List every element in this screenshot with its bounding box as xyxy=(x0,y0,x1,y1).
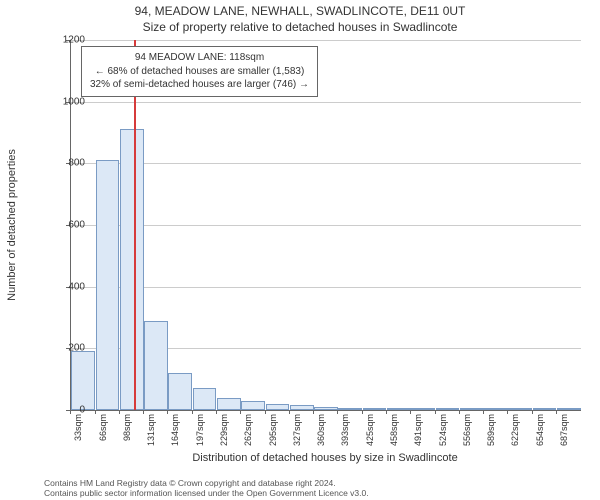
x-tick-label: 295sqm xyxy=(268,414,278,454)
x-tick-mark xyxy=(556,410,557,414)
x-tick-label: 229sqm xyxy=(219,414,229,454)
x-tick-mark xyxy=(362,410,363,414)
x-tick-label: 360sqm xyxy=(316,414,326,454)
annotation-box: 94 MEADOW LANE: 118sqm ← 68% of detached… xyxy=(81,46,318,97)
histogram-bar xyxy=(460,408,484,410)
x-tick-mark xyxy=(70,410,71,414)
histogram-bar xyxy=(484,408,508,410)
x-tick-mark xyxy=(119,410,120,414)
x-tick-label: 131sqm xyxy=(146,414,156,454)
histogram-bar xyxy=(71,351,95,410)
histogram-bar xyxy=(120,129,144,410)
histogram-bar xyxy=(217,398,241,410)
histogram-bar xyxy=(557,408,581,410)
chart-title-line1: 94, MEADOW LANE, NEWHALL, SWADLINCOTE, D… xyxy=(0,4,600,18)
histogram-bar xyxy=(144,321,168,410)
y-gridline xyxy=(71,287,581,288)
y-gridline xyxy=(71,102,581,103)
x-tick-label: 491sqm xyxy=(413,414,423,454)
y-tick-label: 200 xyxy=(45,343,85,354)
y-gridline xyxy=(71,40,581,41)
histogram-bar xyxy=(387,408,411,410)
histogram-bar xyxy=(168,373,192,410)
x-tick-mark xyxy=(337,410,338,414)
x-tick-mark xyxy=(143,410,144,414)
x-tick-label: 327sqm xyxy=(292,414,302,454)
histogram-bar xyxy=(436,408,460,410)
histogram-bar xyxy=(533,408,557,410)
footer-line2: Contains public sector information licen… xyxy=(44,488,590,498)
chart-title-line2: Size of property relative to detached ho… xyxy=(0,20,600,34)
footer-attribution: Contains HM Land Registry data © Crown c… xyxy=(44,478,590,498)
x-tick-label: 589sqm xyxy=(486,414,496,454)
x-tick-label: 262sqm xyxy=(243,414,253,454)
x-tick-label: 425sqm xyxy=(365,414,375,454)
histogram-bar xyxy=(508,408,532,410)
x-tick-mark xyxy=(435,410,436,414)
x-tick-label: 687sqm xyxy=(559,414,569,454)
x-tick-mark xyxy=(459,410,460,414)
y-tick-label: 400 xyxy=(45,281,85,292)
y-tick-label: 1200 xyxy=(45,35,85,46)
y-gridline xyxy=(71,163,581,164)
x-tick-mark xyxy=(167,410,168,414)
y-axis-label: Number of detached properties xyxy=(6,149,18,301)
annotation-line1: 94 MEADOW LANE: 118sqm xyxy=(90,51,309,65)
histogram-bar xyxy=(266,404,290,410)
x-tick-mark xyxy=(216,410,217,414)
x-tick-label: 654sqm xyxy=(535,414,545,454)
histogram-bar xyxy=(338,408,362,410)
x-tick-mark xyxy=(410,410,411,414)
histogram-bar xyxy=(363,408,387,410)
histogram-bar xyxy=(411,408,435,410)
y-tick-label: 600 xyxy=(45,220,85,231)
x-tick-mark xyxy=(95,410,96,414)
annotation-line3: 32% of semi-detached houses are larger (… xyxy=(90,78,309,92)
y-gridline xyxy=(71,225,581,226)
x-tick-mark xyxy=(507,410,508,414)
plot-area: 94 MEADOW LANE: 118sqm ← 68% of detached… xyxy=(70,40,581,411)
y-tick-label: 800 xyxy=(45,158,85,169)
histogram-bar xyxy=(241,401,265,410)
annotation-line2: ← 68% of detached houses are smaller (1,… xyxy=(90,65,309,79)
x-tick-mark xyxy=(265,410,266,414)
x-tick-label: 556sqm xyxy=(462,414,472,454)
x-tick-label: 66sqm xyxy=(98,414,108,454)
x-tick-mark xyxy=(532,410,533,414)
x-tick-label: 622sqm xyxy=(510,414,520,454)
histogram-bar xyxy=(193,388,217,410)
x-tick-label: 458sqm xyxy=(389,414,399,454)
x-tick-mark xyxy=(483,410,484,414)
x-tick-mark xyxy=(289,410,290,414)
y-tick-label: 1000 xyxy=(45,96,85,107)
x-tick-label: 197sqm xyxy=(195,414,205,454)
x-tick-mark xyxy=(386,410,387,414)
x-tick-label: 393sqm xyxy=(340,414,350,454)
x-tick-label: 33sqm xyxy=(73,414,83,454)
chart-container: 94, MEADOW LANE, NEWHALL, SWADLINCOTE, D… xyxy=(0,0,600,500)
x-tick-label: 164sqm xyxy=(170,414,180,454)
x-tick-mark xyxy=(240,410,241,414)
histogram-bar xyxy=(314,407,338,410)
x-tick-label: 98sqm xyxy=(122,414,132,454)
x-tick-mark xyxy=(313,410,314,414)
histogram-bar xyxy=(290,405,314,410)
x-tick-mark xyxy=(192,410,193,414)
footer-line1: Contains HM Land Registry data © Crown c… xyxy=(44,478,590,488)
histogram-bar xyxy=(96,160,120,410)
x-tick-label: 524sqm xyxy=(438,414,448,454)
